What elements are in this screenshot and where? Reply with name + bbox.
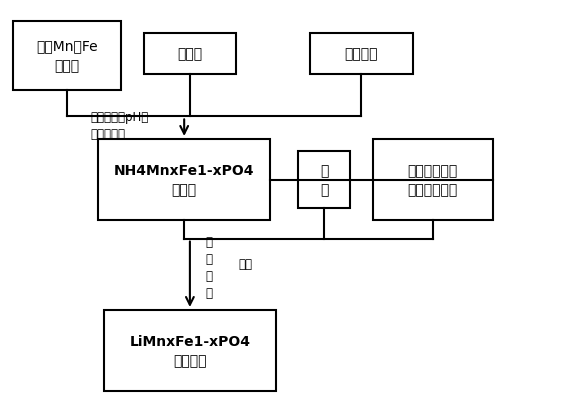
Text: 氮气保护、pH值
控制、搅拌: 氮气保护、pH值 控制、搅拌 [90, 110, 148, 140]
Text: NH4MnxFe1-xPO4
前驱体: NH4MnxFe1-xPO4 前驱体 [114, 164, 254, 197]
Text: 混
合
球
磨: 混 合 球 磨 [206, 236, 213, 299]
Text: LiMnxFe1-xPO4
正极材料: LiMnxFe1-xPO4 正极材料 [129, 334, 250, 367]
Text: 氨水溶液: 氨水溶液 [344, 47, 378, 61]
FancyBboxPatch shape [373, 139, 492, 221]
FancyBboxPatch shape [104, 310, 276, 391]
Text: 煅烧: 煅烧 [238, 257, 253, 270]
FancyBboxPatch shape [144, 34, 235, 74]
FancyBboxPatch shape [310, 34, 413, 74]
FancyBboxPatch shape [298, 152, 350, 209]
Text: 包覆碳源、掺
杂金属化合物: 包覆碳源、掺 杂金属化合物 [408, 164, 458, 197]
Text: 锂
源: 锂 源 [320, 164, 328, 197]
FancyBboxPatch shape [13, 22, 121, 91]
Text: 二价Mn、Fe
盐溶液: 二价Mn、Fe 盐溶液 [36, 40, 98, 73]
Text: 磷溶液: 磷溶液 [177, 47, 203, 61]
FancyBboxPatch shape [99, 139, 270, 221]
